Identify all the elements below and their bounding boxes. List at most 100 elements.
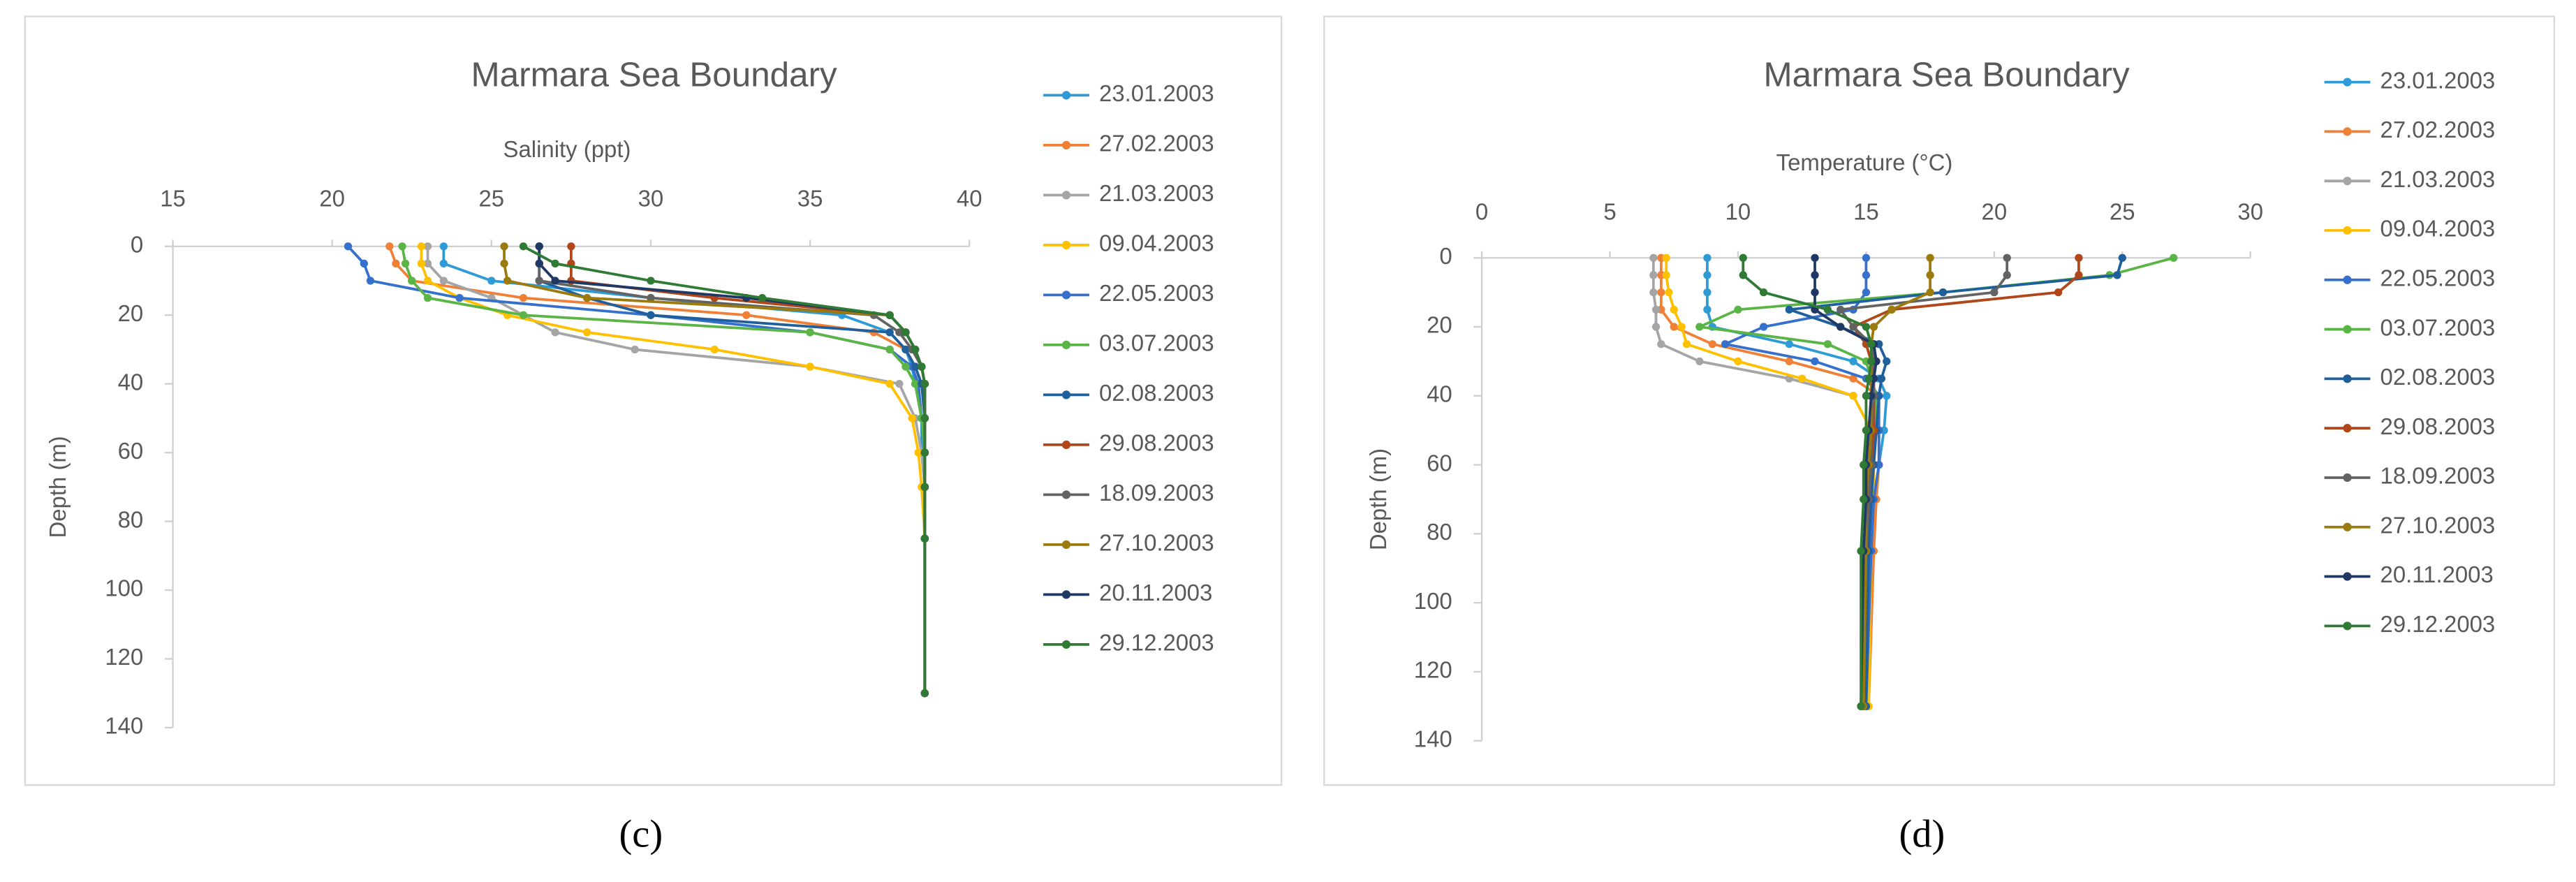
data-point [1734, 357, 1742, 366]
y-axis-label: Depth (m) [1365, 448, 1391, 550]
data-point [1862, 288, 1871, 297]
x-tick-label: 5 [1603, 198, 1616, 224]
data-point [439, 277, 448, 285]
data-point [920, 534, 929, 543]
data-point [901, 362, 910, 371]
data-point [1677, 323, 1686, 331]
data-point [366, 277, 375, 285]
y-tick-label: 120 [105, 644, 143, 670]
x-tick-label: 0 [1475, 198, 1488, 224]
caption: (c) [619, 812, 663, 855]
data-point [500, 242, 508, 251]
x-tick-label: 25 [478, 186, 504, 212]
data-point [567, 242, 575, 251]
x-axis-label: Temperature (°C) [1776, 149, 1953, 175]
data-point [1862, 392, 1871, 400]
data-point [1938, 288, 1948, 297]
data-point [1785, 305, 1793, 314]
legend-marker [2343, 226, 2352, 235]
data-point [401, 259, 410, 268]
y-tick-label: 100 [1414, 588, 1452, 614]
data-point [911, 345, 920, 354]
legend-marker [2343, 275, 2352, 284]
x-tick-label: 15 [160, 186, 186, 212]
y-tick-label: 20 [1427, 312, 1452, 338]
y-tick-label: 140 [105, 713, 143, 739]
data-point [911, 362, 920, 371]
data-point [1860, 460, 1868, 469]
x-tick-label: 25 [2110, 198, 2135, 224]
data-point [423, 277, 432, 285]
data-point [1811, 253, 1819, 262]
legend-label: 29.08.2003 [2380, 413, 2496, 439]
data-point [806, 328, 814, 337]
legend-label: 03.07.2003 [2380, 314, 2496, 340]
data-point [1867, 357, 1876, 366]
legend-marker [1061, 490, 1071, 499]
data-point [918, 362, 926, 371]
panel-frame [24, 15, 1283, 786]
data-point [392, 259, 400, 268]
legend-label: 23.01.2003 [1099, 80, 1214, 106]
data-point [344, 242, 353, 251]
data-point [1649, 271, 1658, 279]
data-point [1703, 288, 1712, 297]
data-point [1682, 340, 1691, 348]
data-point [1734, 305, 1742, 314]
x-tick-label: 20 [319, 186, 345, 212]
legend-label: 09.04.2003 [2380, 216, 2496, 242]
chart-title: Marmara Sea Boundary [471, 56, 837, 94]
data-point [2113, 271, 2121, 279]
legend-marker [1061, 140, 1071, 150]
data-point [1665, 288, 1673, 297]
legend-label: 03.07.2003 [1099, 330, 1214, 356]
legend-marker [1061, 390, 1071, 399]
data-point [385, 242, 394, 251]
data-point [583, 328, 591, 337]
profile-line [1742, 258, 1873, 707]
y-tick-label: 40 [1427, 381, 1452, 407]
data-point [1649, 288, 1658, 297]
data-point [1887, 305, 1896, 314]
legend-marker [2343, 622, 2352, 631]
legend-marker [1061, 590, 1071, 599]
data-point [647, 293, 655, 302]
data-point [895, 328, 904, 337]
data-point [519, 311, 528, 319]
legend-label: 09.04.2003 [1099, 230, 1214, 256]
data-point [398, 242, 406, 251]
data-point [2075, 271, 2083, 279]
legend-marker [1061, 640, 1071, 649]
panel-frame [1323, 15, 2556, 786]
legend-label: 18.09.2003 [2380, 463, 2496, 489]
x-tick-label: 10 [1725, 198, 1751, 224]
data-point [1662, 253, 1670, 262]
data-point [1849, 357, 1857, 366]
data-point [2170, 253, 2178, 262]
data-point [885, 380, 894, 388]
data-point [1657, 288, 1665, 297]
data-point [1926, 288, 1934, 297]
data-point [1990, 288, 1999, 297]
data-point [1857, 547, 1865, 555]
y-tick-label: 20 [118, 300, 144, 326]
data-point [423, 293, 432, 302]
data-point [1785, 357, 1793, 366]
legend-marker [1061, 340, 1071, 350]
data-point [423, 242, 432, 251]
data-point [455, 293, 464, 302]
x-axis-label: Salinity (ppt) [503, 136, 631, 162]
legend-label: 21.03.2003 [2380, 166, 2496, 192]
x-tick-label: 30 [2237, 198, 2263, 224]
data-point [1867, 340, 1876, 348]
legend-marker [2343, 374, 2352, 383]
x-tick-label: 40 [957, 186, 982, 212]
legend-label: 27.10.2003 [2380, 512, 2496, 538]
y-tick-label: 60 [1427, 450, 1452, 476]
data-point [885, 345, 894, 354]
data-point [360, 259, 368, 268]
legend-label: 27.02.2003 [2380, 117, 2496, 142]
legend-marker [1061, 191, 1071, 200]
data-point [2075, 253, 2083, 262]
